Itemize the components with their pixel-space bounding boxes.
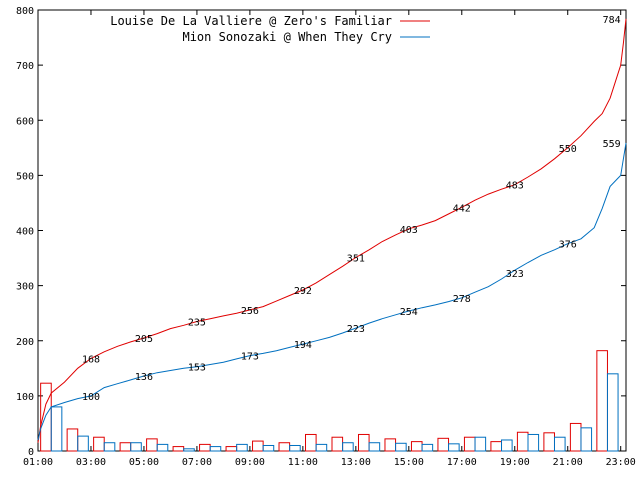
hourly-bar-series-2	[103, 442, 116, 452]
data-label-series-2: 223	[347, 324, 365, 335]
x-tick-label: 21:00	[553, 457, 583, 468]
cumulative-line-series-2	[37, 142, 627, 441]
hourly-bar-series-2	[421, 443, 434, 452]
hourly-bar-series-2	[395, 442, 407, 452]
y-tick-label: 300	[16, 282, 34, 293]
data-label-series-2: 323	[506, 269, 524, 280]
hourly-bar-series-1	[199, 443, 211, 452]
hourly-bar-series-2	[580, 427, 593, 452]
data-label-series-1: 483	[506, 181, 524, 192]
y-tick-label: 600	[16, 116, 34, 127]
data-label-series-1: 403	[400, 225, 418, 236]
hourly-bar-series-2	[77, 435, 89, 452]
plot-frame	[37, 9, 627, 452]
hourly-bar-series-1	[225, 446, 238, 452]
data-label-series-1: 256	[241, 306, 259, 317]
hourly-bar-series-2	[501, 439, 513, 452]
hourly-bar-series-1	[410, 441, 423, 452]
data-label-series-2: 100	[82, 392, 100, 403]
hourly-bar-series-1	[490, 441, 503, 452]
x-tick-label: 19:00	[500, 457, 530, 468]
y-tick-label: 0	[28, 447, 34, 458]
hourly-bars	[40, 350, 619, 452]
hourly-bar-series-1	[357, 433, 370, 452]
hourly-bar-series-2	[183, 448, 195, 452]
hourly-bar-series-1	[569, 422, 582, 452]
hourly-bar-series-2	[130, 442, 142, 452]
data-label-series-1: 292	[294, 286, 312, 297]
hourly-bar-series-2	[315, 443, 328, 452]
hourly-bar-series-1	[463, 436, 476, 452]
data-label-series-2: 254	[400, 307, 418, 318]
x-tick-label: 09:00	[235, 457, 265, 468]
hourly-bar-series-1	[40, 382, 52, 452]
data-label-series-2: 194	[294, 340, 312, 351]
hourly-bar-series-1	[305, 433, 317, 452]
legend: Louise De La Valliere @ Zero's Familiar …	[110, 14, 430, 44]
x-tick-label: 13:00	[341, 457, 371, 468]
data-label-series-2: 376	[559, 240, 577, 251]
hourly-bar-series-2	[289, 444, 301, 452]
hourly-bar-series-2	[50, 406, 63, 452]
data-label-series-1: 168	[82, 354, 100, 365]
hourly-bar-series-1	[146, 438, 158, 452]
y-tick-label: 500	[16, 171, 34, 182]
hourly-bar-series-1	[516, 431, 529, 452]
x-tick-label: 11:00	[288, 457, 318, 468]
x-tick-label: 17:00	[447, 457, 477, 468]
hourly-bar-series-1	[119, 442, 132, 452]
hourly-bar-series-1	[93, 436, 105, 452]
hourly-bar-series-1	[66, 428, 79, 452]
y-tick-label: 100	[16, 392, 34, 403]
data-label-series-2: 153	[188, 363, 206, 374]
data-label-series-1: 442	[453, 203, 471, 214]
hourly-bar-series-2	[236, 443, 248, 452]
x-tick-label: 23:00	[606, 457, 636, 468]
data-label-series-2: 559	[603, 139, 621, 150]
axis-ticks: 0 100 200 300 400 500 600 700 800 01:00 03:00 05:00…	[16, 6, 636, 468]
hourly-bar-series-1	[596, 350, 608, 452]
x-tick-label: 01:00	[23, 457, 53, 468]
data-label-series-1: 550	[559, 144, 577, 155]
x-tick-label: 03:00	[76, 457, 106, 468]
data-label-series-1: 784	[603, 15, 621, 26]
hourly-bar-series-2	[262, 444, 275, 452]
hourly-bar-series-1	[252, 440, 264, 452]
hourly-bar-series-2	[156, 443, 169, 452]
x-tick-label: 07:00	[182, 457, 212, 468]
legend-label-series-1: Louise De La Valliere @ Zero's Familiar	[110, 14, 392, 28]
legend-label-series-2: Mion Sonozaki @ When They Cry	[182, 30, 392, 44]
hourly-bar-series-2	[448, 443, 460, 452]
data-label-series-2: 278	[453, 294, 471, 305]
cumulative-line-series-1	[37, 18, 627, 443]
hourly-bar-series-1	[331, 436, 344, 452]
hourly-bar-series-2	[527, 433, 540, 452]
data-labels: 168 205 235 256 292 351 403 442 483 550 784 100 136 1…	[82, 15, 621, 403]
hourly-bar-series-1	[172, 446, 185, 452]
x-tick-label: 15:00	[394, 457, 424, 468]
hourly-bar-series-1	[278, 442, 291, 452]
hourly-bar-series-2	[209, 446, 222, 452]
x-tick-label: 05:00	[129, 457, 159, 468]
data-label-series-1: 205	[135, 334, 153, 345]
y-tick-label: 400	[16, 227, 34, 238]
y-tick-label: 200	[16, 337, 34, 348]
hourly-bar-series-1	[437, 437, 450, 452]
hourly-bar-series-2	[368, 442, 381, 452]
hourly-bar-series-2	[474, 436, 487, 452]
y-tick-label: 700	[16, 61, 34, 72]
hourly-bar-series-2	[606, 373, 619, 452]
hourly-bar-series-2	[553, 436, 566, 452]
hourly-bar-series-2	[342, 442, 354, 452]
hourly-bar-series-1	[543, 432, 555, 452]
data-label-series-2: 173	[241, 352, 259, 363]
data-label-series-1: 235	[188, 317, 206, 328]
y-tick-label: 800	[16, 6, 34, 17]
series-lines	[37, 18, 627, 443]
data-label-series-2: 136	[135, 372, 153, 383]
hourly-bar-series-1	[384, 438, 397, 452]
data-label-series-1: 351	[347, 254, 365, 265]
